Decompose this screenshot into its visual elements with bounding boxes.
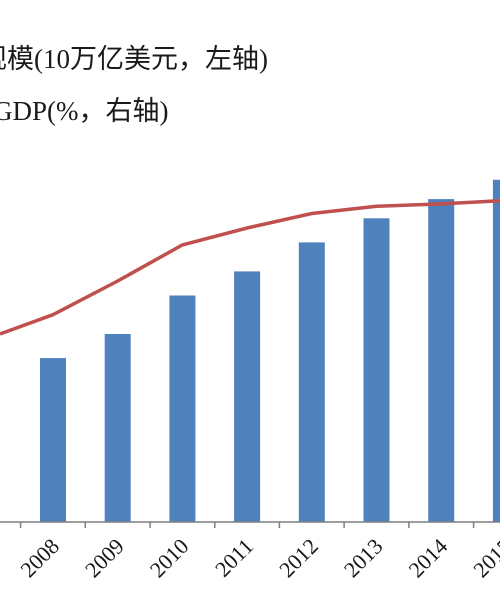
gdp-line bbox=[0, 199, 500, 336]
bar-2009 bbox=[104, 334, 131, 522]
x-tick-label: 2014 bbox=[404, 533, 453, 582]
bar-2010 bbox=[169, 295, 196, 522]
legend-entry-bars: 规模(10万亿美元，左轴) bbox=[0, 44, 268, 74]
x-tick-label: 2015 bbox=[468, 533, 500, 582]
x-tick-label: 2011 bbox=[210, 533, 258, 581]
x-tick-label: 2012 bbox=[274, 533, 323, 582]
bar-2011 bbox=[234, 271, 261, 522]
line-series bbox=[0, 199, 500, 336]
bar-series bbox=[40, 179, 500, 523]
x-axis-ticks bbox=[19, 522, 475, 528]
x-tick-label: 2008 bbox=[15, 533, 64, 582]
legend-entry-line: GDP(%，右轴) bbox=[0, 96, 169, 126]
x-tick-label: 2013 bbox=[339, 533, 388, 582]
bar-2013 bbox=[363, 218, 390, 523]
x-tick-label: 2010 bbox=[145, 533, 194, 582]
x-tick-label: 2009 bbox=[80, 533, 129, 582]
bar-2012 bbox=[298, 242, 325, 522]
x-axis-tick-labels: 2008 2009 2010 2011 2012 2013 2014 2015 bbox=[15, 533, 500, 582]
bar-2014 bbox=[428, 199, 455, 522]
bar-2008 bbox=[40, 358, 66, 522]
bar-2015 bbox=[492, 179, 500, 523]
